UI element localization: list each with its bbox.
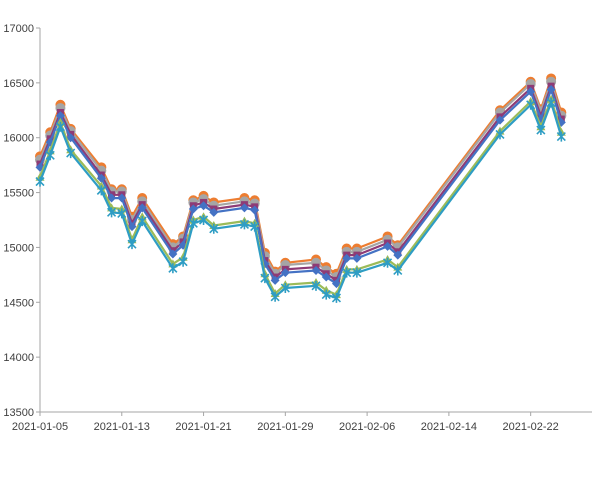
series-4-point bbox=[117, 193, 127, 203]
series-6-point bbox=[260, 273, 270, 284]
y-tick-label: 15000 bbox=[3, 242, 34, 254]
series-4-point bbox=[66, 133, 76, 143]
series-6-point bbox=[45, 150, 55, 161]
series-4-point bbox=[270, 275, 280, 285]
series-4-point bbox=[352, 253, 362, 263]
series-6-point bbox=[311, 280, 321, 291]
y-tick-label: 17000 bbox=[3, 23, 34, 35]
series-6-point bbox=[188, 218, 198, 229]
series-4-point bbox=[239, 203, 249, 213]
x-tick-label: 2021-02-14 bbox=[421, 421, 477, 433]
series-4-point bbox=[250, 205, 260, 215]
series-6-point bbox=[280, 283, 290, 294]
series-6-point bbox=[127, 239, 137, 250]
x-tick-label: 2021-01-21 bbox=[175, 421, 231, 433]
series-4-point bbox=[526, 87, 536, 97]
series-2 bbox=[35, 76, 567, 283]
series-6-point bbox=[35, 176, 45, 187]
x-tick-label: 2021-02-22 bbox=[503, 421, 559, 433]
series-1 bbox=[35, 73, 567, 279]
series-4-point bbox=[168, 249, 178, 259]
series-4-point bbox=[137, 203, 147, 213]
series-4-point bbox=[495, 115, 505, 125]
y-axis: 13500 14000 14500 15000 15500 16000 16500 17000 bbox=[3, 23, 41, 419]
series-4-point bbox=[331, 279, 341, 289]
series-layer bbox=[35, 73, 567, 303]
series-4-point bbox=[199, 201, 209, 211]
y-tick-label: 13500 bbox=[3, 407, 34, 419]
series-6-point bbox=[556, 131, 566, 142]
series-6-point bbox=[393, 265, 403, 276]
y-tick-label: 14000 bbox=[3, 352, 34, 364]
series-4-point bbox=[209, 207, 219, 217]
series-4-point bbox=[107, 193, 117, 203]
series-6-point bbox=[209, 223, 219, 234]
series-4-point bbox=[546, 84, 556, 94]
series-6-point bbox=[239, 219, 250, 230]
series-4-point bbox=[127, 222, 137, 232]
x-tick-label: 2021-01-05 bbox=[12, 421, 68, 433]
series-6-point bbox=[546, 97, 556, 108]
series-4 bbox=[35, 84, 566, 289]
series-4-point bbox=[188, 204, 198, 214]
series-6-point bbox=[137, 216, 147, 227]
y-tick-label: 14500 bbox=[3, 297, 34, 309]
series-4-point bbox=[280, 268, 290, 278]
series-6-point bbox=[178, 256, 188, 267]
series-6-point bbox=[526, 99, 536, 110]
series-6-point bbox=[536, 125, 546, 136]
series-2-line bbox=[38, 80, 563, 279]
series-6-point bbox=[331, 292, 342, 303]
series-6-point bbox=[352, 267, 362, 278]
series-6-point bbox=[198, 215, 209, 225]
y-tick-label: 16000 bbox=[3, 133, 34, 145]
series-4-point bbox=[383, 241, 393, 251]
series-6-point bbox=[96, 185, 106, 196]
y-tick-label: 16500 bbox=[3, 78, 34, 90]
series-4-point bbox=[55, 111, 65, 121]
series-5-line bbox=[38, 98, 563, 296]
series-3-line bbox=[38, 84, 563, 282]
series-6-point bbox=[270, 291, 280, 302]
y-tick-label: 15500 bbox=[3, 188, 34, 200]
series-6-point bbox=[250, 221, 260, 232]
series-6-point bbox=[342, 267, 352, 278]
series-6-point bbox=[168, 263, 178, 274]
x-tick-label: 2021-01-29 bbox=[257, 421, 313, 433]
series-6-point bbox=[117, 208, 127, 219]
series-6-point bbox=[382, 257, 393, 268]
series-6-point bbox=[495, 129, 505, 140]
x-tick-label: 2021-01-13 bbox=[94, 421, 150, 433]
series-4-point bbox=[342, 253, 352, 263]
series-3 bbox=[36, 82, 565, 284]
series-6-point bbox=[106, 207, 117, 218]
x-axis: 2021-01-05 2021-01-13 2021-01-21 2021-01-29… bbox=[12, 411, 592, 433]
series-1-line bbox=[38, 77, 563, 275]
x-tick-label: 2021-02-06 bbox=[339, 421, 395, 433]
series-6-point bbox=[55, 121, 66, 132]
series-4-point bbox=[96, 173, 106, 183]
series-4-point bbox=[393, 250, 403, 260]
series-6-point bbox=[66, 148, 76, 159]
series-6 bbox=[35, 97, 566, 303]
series-6-point bbox=[321, 289, 331, 300]
series-4-point bbox=[311, 265, 321, 275]
series-4-point bbox=[321, 272, 331, 282]
